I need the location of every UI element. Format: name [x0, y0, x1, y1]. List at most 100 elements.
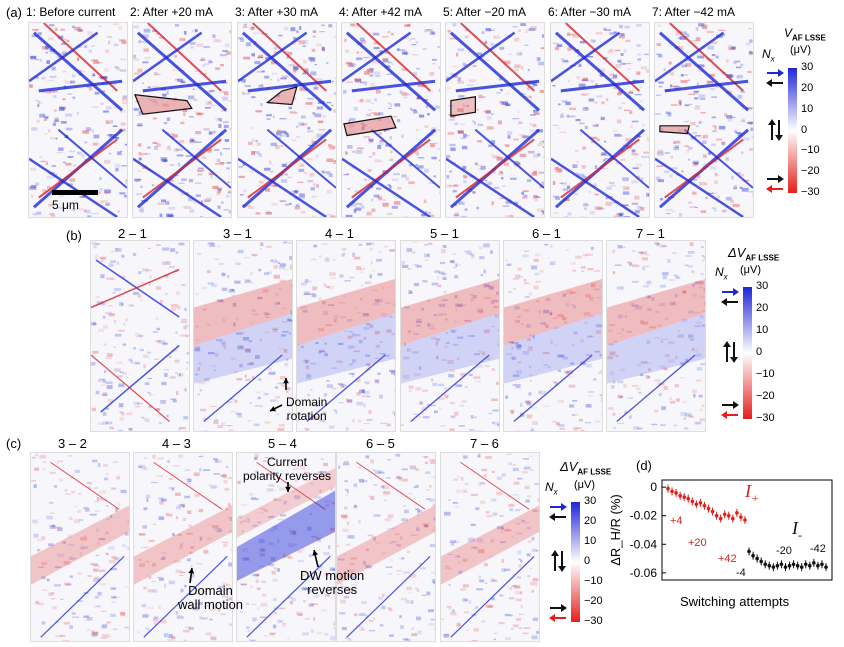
nx-label-a: Nx — [762, 47, 775, 64]
data-point-iplus — [694, 500, 699, 509]
colorbar-tick: −20 — [756, 390, 775, 402]
data-point-iminus — [787, 561, 792, 570]
panel-c-image-2 — [133, 452, 233, 642]
colorbar-c-title: ΔVAF LSSE — [560, 459, 612, 477]
data-point-iplus — [698, 498, 703, 507]
arrow-right-blue-icon — [722, 288, 739, 296]
panel-a-title-2: 2: After +20 mA — [130, 5, 214, 19]
panel-c-title-5: 7 – 6 — [470, 436, 499, 451]
data-point-iminus — [824, 563, 828, 572]
data-point-iplus — [674, 488, 678, 497]
panel-a-image-2 — [132, 22, 232, 218]
colorbar-a-title: VAF LSSE — [784, 26, 826, 43]
colorbar-tick: −30 — [801, 186, 820, 198]
panel-c-title-4: 6 – 5 — [366, 436, 395, 451]
y-tick-label: -0.04 — [630, 537, 658, 551]
data-point-iminus — [775, 561, 780, 570]
y-tick-label: -0.06 — [630, 566, 658, 580]
data-point-iminus — [767, 561, 772, 570]
panel-c-label: (c) — [6, 436, 22, 451]
arrow-left-black-icon — [549, 513, 566, 521]
panel-a-label: (a) — [6, 5, 22, 20]
panel-a-title-3: 3: After +30 mA — [235, 5, 319, 19]
panel-b-image-4 — [400, 240, 500, 432]
scale-bar-label: 5 μm — [52, 198, 79, 212]
data-point-iplus — [702, 501, 707, 510]
panel-c-image-4 — [336, 452, 436, 642]
data-point-iminus — [803, 560, 808, 569]
polarity-reverses-annotation: Current polarity reverses — [242, 455, 332, 483]
data-point-iplus — [743, 516, 747, 524]
panel-c-image-1 — [30, 452, 130, 642]
data-point-iplus — [670, 487, 674, 496]
colorbar-c-unit: (μV) — [574, 479, 596, 491]
panel-a-title-1: 1: Before current — [26, 5, 116, 19]
legend-iminus: I- — [791, 518, 802, 542]
domain-wall-motion-annotation: Domain wall motion — [178, 583, 244, 612]
panel-b-image-3 — [296, 240, 396, 432]
data-point-iminus — [755, 554, 759, 563]
panel-a-image-5 — [445, 22, 545, 218]
arrow-right-blue-icon — [767, 69, 784, 77]
data-point-iplus — [718, 514, 723, 523]
chart-annotation: -42 — [810, 543, 826, 555]
panel-a-image-6 — [550, 22, 650, 218]
data-point-iplus — [726, 511, 731, 520]
panel-d-chart: 0 -0.02 -0.04 -0.06 ΔR_H/R (%) I+ I- +4 +20 +42 -4… — [608, 479, 833, 581]
panel-b-title-4: 5 – 1 — [430, 226, 459, 241]
panel-b-title-3: 4 – 1 — [325, 226, 354, 241]
panel-a-title-5: 5: After −20 mA — [443, 5, 527, 19]
colorbar-gradient — [788, 68, 797, 193]
arrow-left-black-icon — [721, 298, 738, 306]
colorbar-gradient — [571, 502, 580, 622]
data-point-iminus — [759, 557, 763, 566]
colorbar-tick: 10 — [756, 324, 769, 336]
nx-label-b: Nx — [715, 265, 728, 282]
data-point-iminus — [783, 563, 788, 572]
panel-b-title-1: 2 – 1 — [118, 226, 147, 241]
data-point-iplus — [714, 511, 719, 520]
colorbar-a-unit: (μV) — [790, 44, 812, 56]
panel-b-label: (b) — [66, 228, 82, 243]
arrow-right-black-icon — [767, 175, 784, 183]
nx-label-c: Nx — [545, 480, 558, 497]
panel-b-image-5 — [503, 240, 603, 432]
panel-a-image-4 — [341, 22, 441, 218]
colorbar-tick: −10 — [584, 575, 603, 587]
panel-b-image-1 — [90, 240, 190, 432]
panel-a-image-7 — [654, 22, 754, 218]
panel-b-image-2 — [193, 240, 293, 432]
chart-y-axis-label: ΔR_H/R (%) — [608, 494, 623, 566]
arrow-left-red-icon — [549, 614, 566, 622]
data-point-iminus — [771, 563, 776, 572]
panel-a-title-7: 7: After −42 mA — [652, 5, 736, 19]
panel-c-title-2: 4 – 3 — [162, 436, 191, 451]
chart-annotation: -4 — [736, 567, 746, 579]
colorbar-b-title: ΔVAF LSSE — [728, 245, 780, 263]
arrow-right-black-icon — [722, 401, 739, 409]
data-point-iplus — [690, 497, 695, 506]
panel-d-label: (d) — [636, 458, 652, 473]
legend-iplus: I+ — [744, 481, 759, 505]
panel-a-title-6: 6: After −30 mA — [548, 5, 632, 19]
chart-annotation: -20 — [776, 545, 792, 557]
arrow-left-black-icon — [766, 79, 783, 87]
colorbar-tick: 10 — [801, 102, 814, 115]
colorbar-tick: −10 — [801, 144, 820, 157]
colorbar-tick: −30 — [584, 615, 603, 627]
panel-c-image-5 — [440, 452, 540, 642]
panel-a-image-1 — [28, 22, 128, 218]
y-tick-label: -0.02 — [630, 509, 658, 523]
colorbar-tick: 30 — [801, 61, 814, 73]
scale-bar — [52, 190, 98, 195]
dw-motion-reverses-annotation: DW motion reverses — [300, 568, 365, 597]
colorbar-tick: 30 — [584, 495, 597, 507]
panel-a-title-4: 4: After +42 mA — [339, 5, 423, 19]
panel-c-title-3: 5 – 4 — [268, 436, 297, 451]
colorbar-tick: 0 — [584, 555, 591, 567]
chart-x-axis-label: Switching attempts — [680, 594, 790, 609]
panel-b-title-2: 3 – 1 — [223, 226, 252, 241]
up-down-arrows-icon — [723, 341, 738, 363]
data-point-iplus — [666, 484, 670, 493]
data-point-iplus — [682, 493, 687, 502]
